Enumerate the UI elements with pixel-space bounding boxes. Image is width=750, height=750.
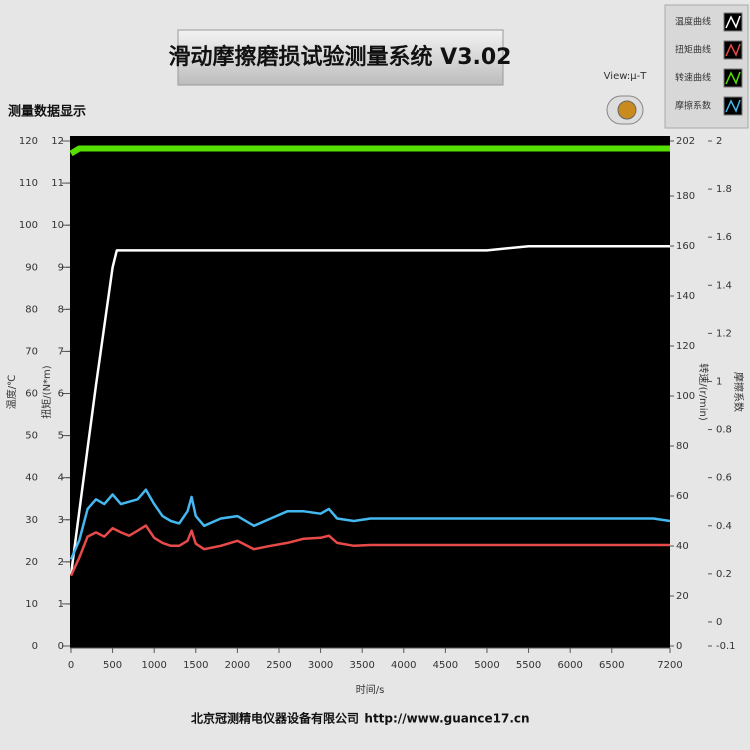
legend-label: 转速曲线 <box>675 72 711 84</box>
legend-label: 温度曲线 <box>675 16 711 28</box>
y2-tick-label: 0 <box>58 641 64 652</box>
y-tick-label: 70 <box>25 346 38 357</box>
title-box <box>177 29 504 86</box>
x-tick-label: 6000 <box>557 660 582 671</box>
x-tick-label: 6500 <box>599 660 624 671</box>
y4-tick-label: 0.6 <box>716 473 732 484</box>
view-toggle[interactable] <box>606 95 644 125</box>
y-tick-label: 100 <box>19 220 38 231</box>
y4-tick-label: 0 <box>716 617 722 628</box>
x-tick-label: 500 <box>103 660 122 671</box>
x-tick-label: 0 <box>68 660 74 671</box>
y2-tick-label: 2 <box>58 557 64 568</box>
legend-line <box>725 43 741 57</box>
y4-tick-label: 0.8 <box>716 425 732 436</box>
y-axis-title: 温度/℃ <box>5 375 18 410</box>
y-tick-label: 60 <box>25 389 38 400</box>
x-axis-title: 时间/s <box>356 683 385 696</box>
x-tick-label: 7200 <box>657 660 682 671</box>
y3-tick-label: 180 <box>676 191 695 202</box>
x-tick-label: 1000 <box>141 660 166 671</box>
y3-tick-label: 0 <box>676 641 682 652</box>
y2-axis-title: 扭矩/(N*m) <box>40 365 53 418</box>
x-tick-label: 3500 <box>349 660 374 671</box>
y-tick-label: 110 <box>19 178 38 189</box>
legend-line <box>725 71 741 85</box>
y2-tick-label: 7 <box>58 346 64 357</box>
y-tick-label: 40 <box>25 473 38 484</box>
y-tick-label: 90 <box>25 262 38 273</box>
series-line <box>69 524 670 577</box>
y4-tick-label: 1.8 <box>716 184 732 195</box>
plot-area <box>70 136 670 648</box>
x-tick-label: 4500 <box>433 660 458 671</box>
y2-tick-label: 10 <box>51 220 64 231</box>
legend-line <box>725 15 741 29</box>
y3-tick-label: 80 <box>676 441 689 452</box>
y4-tick-label: 1.2 <box>716 328 732 339</box>
x-tick-label: 2500 <box>266 660 291 671</box>
y-tick-label: 0 <box>32 641 38 652</box>
y4-tick-label: 2 <box>716 136 722 147</box>
y2-tick-label: 1 <box>58 599 64 610</box>
series-line <box>69 145 670 157</box>
series-line <box>69 244 670 575</box>
x-tick-label: 5500 <box>516 660 541 671</box>
view-label: View:μ-T <box>604 71 648 82</box>
legend-label: 摩擦系数 <box>675 100 711 112</box>
y4-tick-label: 0.2 <box>716 569 732 580</box>
x-tick-label: 4000 <box>391 660 416 671</box>
y3-tick-label: 60 <box>676 491 689 502</box>
y-tick-label: 120 <box>19 136 38 147</box>
y3-tick-label: 160 <box>676 241 695 252</box>
x-tick-label: 2000 <box>225 660 250 671</box>
y2-tick-label: 6 <box>58 389 64 400</box>
company: 北京冠测精电仪器设备有限公司 <box>191 711 359 726</box>
y-tick-label: 50 <box>25 431 38 442</box>
y4-tick-label: 1.6 <box>716 232 732 243</box>
x-tick-label: 3000 <box>308 660 333 671</box>
y2-tick-label: 5 <box>58 431 64 442</box>
y2-tick-label: 3 <box>58 515 64 526</box>
y4-axis-title: 摩擦系数 <box>732 372 745 412</box>
y3-tick-label: 140 <box>676 291 695 302</box>
y-tick-label: 10 <box>25 599 38 610</box>
website: http://www.guance17.cn <box>364 712 529 726</box>
y3-tick-label: 40 <box>676 541 689 552</box>
y3-axis-title: 转速/(r/min) <box>697 363 710 421</box>
y-tick-label: 80 <box>25 304 38 315</box>
x-tick-label: 1500 <box>183 660 208 671</box>
y-tick-label: 30 <box>25 515 38 526</box>
y2-tick-label: 4 <box>58 473 64 484</box>
y3-tick-label: 202 <box>676 136 695 147</box>
y4-tick-label: 1.4 <box>716 280 732 291</box>
y2-tick-label: 8 <box>58 304 64 315</box>
section-label: 测量数据显示 <box>8 104 86 120</box>
y-tick-label: 20 <box>25 557 38 568</box>
y4-tick-label: 0.4 <box>716 521 732 532</box>
y2-tick-label: 12 <box>51 136 64 147</box>
x-tick-label: 5000 <box>474 660 499 671</box>
y4-tick-label: 1 <box>716 376 722 387</box>
y3-tick-label: 20 <box>676 591 689 602</box>
legend-line <box>725 99 741 113</box>
y2-tick-label: 9 <box>58 262 64 273</box>
app-title: 滑动摩擦磨损试验测量系统 V3.02 <box>169 44 512 70</box>
y3-tick-label: 120 <box>676 341 695 352</box>
y2-tick-label: 11 <box>51 178 64 189</box>
y3-tick-label: 100 <box>676 391 695 402</box>
legend-label: 扭矩曲线 <box>675 44 711 56</box>
series-line <box>69 488 671 560</box>
y4-tick-label: -0.1 <box>716 641 736 652</box>
